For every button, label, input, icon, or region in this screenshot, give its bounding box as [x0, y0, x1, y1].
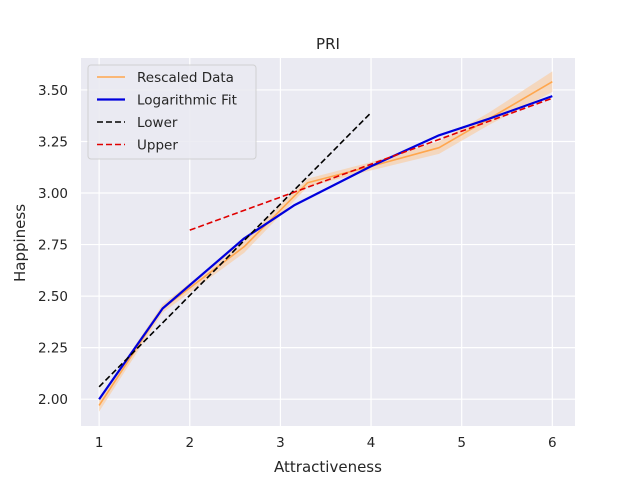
- x-tick-label: 5: [457, 435, 466, 451]
- grid: [81, 58, 575, 426]
- confidence-band: [99, 71, 553, 412]
- x-tick-label: 3: [276, 435, 285, 451]
- legend-label: Rescaled Data: [137, 70, 234, 86]
- x-tick-label: 1: [95, 435, 104, 451]
- x-ticks: 1 2 3 4 5 6: [95, 435, 557, 451]
- y-tick-label: 3.25: [38, 134, 68, 150]
- x-tick-label: 2: [185, 435, 194, 451]
- y-axis-label: Happiness: [11, 204, 29, 282]
- rescaled-data-band: [99, 71, 553, 412]
- y-tick-label: 2.75: [38, 238, 68, 254]
- y-tick-label: 2.50: [38, 289, 68, 305]
- x-axis-label: Attractiveness: [274, 458, 382, 476]
- y-tick-label: 2.00: [38, 392, 68, 408]
- x-tick-label: 6: [548, 435, 557, 451]
- legend-box: [87, 64, 257, 160]
- legend-label: Lower: [137, 115, 178, 131]
- series-line-upper: [189, 97, 553, 231]
- legend: Rescaled Data Logarithmic Fit Lower Upper: [87, 64, 257, 160]
- chart-title: PRI: [316, 35, 340, 53]
- legend-label: Upper: [137, 138, 178, 154]
- series-line-logarithmic-fit: [98, 95, 553, 400]
- y-tick-label: 2.25: [38, 341, 68, 357]
- series-lines: [98, 81, 553, 406]
- y-tick-label: 3.50: [38, 83, 68, 99]
- y-tick-label: 3.00: [38, 186, 68, 202]
- series-line-lower: [98, 112, 372, 388]
- legend-label: Logarithmic Fit: [137, 93, 237, 109]
- x-tick-label: 4: [367, 435, 376, 451]
- y-ticks: 2.00 2.25 2.50 2.75 3.00 3.25 3.50: [38, 83, 68, 408]
